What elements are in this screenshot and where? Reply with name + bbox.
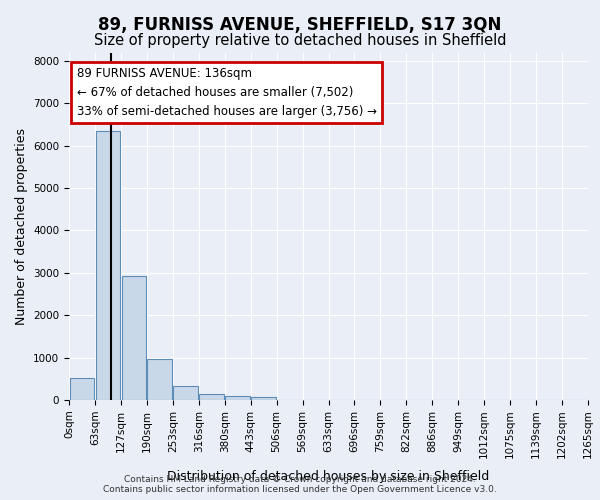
Text: 89 FURNISS AVENUE: 136sqm
← 67% of detached houses are smaller (7,502)
33% of se: 89 FURNISS AVENUE: 136sqm ← 67% of detac… xyxy=(77,67,377,118)
Bar xyxy=(70,378,94,400)
Text: Contains HM Land Registry data © Crown copyright and database right 2024.
Contai: Contains HM Land Registry data © Crown c… xyxy=(103,474,497,494)
Bar xyxy=(95,131,120,400)
X-axis label: Distribution of detached houses by size in Sheffield: Distribution of detached houses by size … xyxy=(167,470,490,482)
Bar xyxy=(251,397,276,400)
Bar xyxy=(226,396,250,400)
Y-axis label: Number of detached properties: Number of detached properties xyxy=(14,128,28,325)
Bar xyxy=(122,276,146,400)
Bar xyxy=(173,386,198,400)
Text: 89, FURNISS AVENUE, SHEFFIELD, S17 3QN: 89, FURNISS AVENUE, SHEFFIELD, S17 3QN xyxy=(98,16,502,34)
Bar xyxy=(148,359,172,400)
Bar xyxy=(199,394,224,400)
Text: Size of property relative to detached houses in Sheffield: Size of property relative to detached ho… xyxy=(94,32,506,48)
